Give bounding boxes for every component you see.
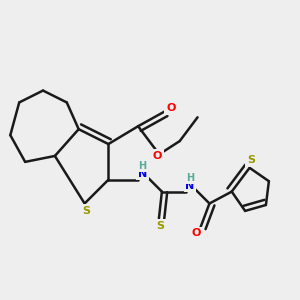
Text: O: O <box>153 151 162 161</box>
Text: N: N <box>185 181 195 191</box>
Text: H: H <box>139 161 147 171</box>
Text: O: O <box>166 103 176 113</box>
Text: N: N <box>138 169 147 179</box>
Text: O: O <box>191 228 201 238</box>
Text: S: S <box>82 206 90 216</box>
Text: S: S <box>247 155 255 165</box>
Text: H: H <box>186 172 194 183</box>
Text: S: S <box>156 221 164 231</box>
